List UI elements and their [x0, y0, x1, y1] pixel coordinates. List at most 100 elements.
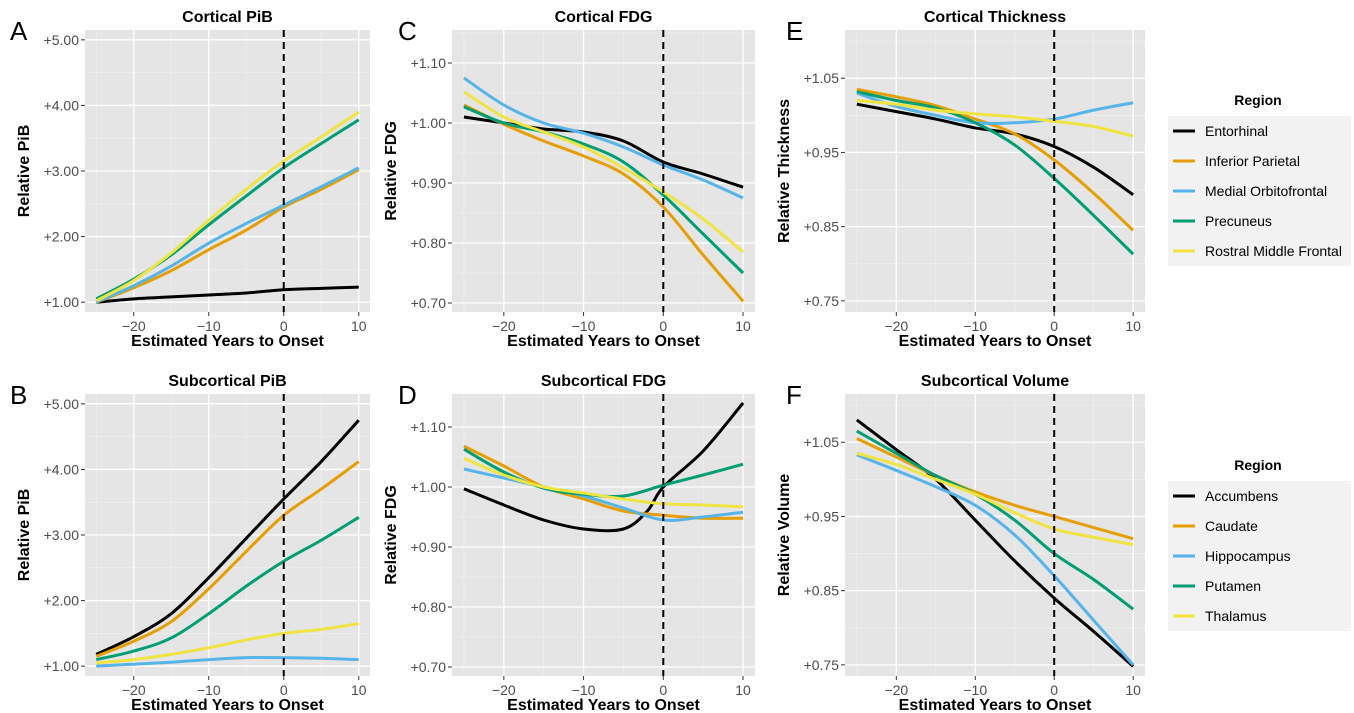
series-line-inferior-parietal — [856, 87, 1135, 232]
x-tick-label: −20 — [492, 318, 516, 334]
series-line-medial-orbitofrontal — [856, 91, 1134, 125]
series-line-inferior-parietal — [95, 168, 360, 304]
series-line-hippocampus — [856, 453, 1135, 666]
x-axis-label: Estimated Years to Onset — [507, 697, 700, 713]
y-tick-label: +0.95 — [804, 508, 840, 524]
panel-title: Subcortical PiB — [168, 373, 286, 390]
series-line-accumbens — [95, 419, 360, 656]
x-tick-label: 0 — [280, 318, 288, 334]
y-tick-label: +5.00 — [44, 396, 80, 412]
panel-letter: B — [10, 380, 27, 410]
x-tick-label: 0 — [1050, 682, 1058, 698]
x-axis-label: Estimated Years to Onset — [899, 333, 1092, 350]
x-tick-label: −20 — [884, 682, 908, 698]
y-tick-label: +3.00 — [44, 163, 80, 179]
x-tick-label: 0 — [659, 318, 667, 334]
panel-d: −20 −10 0 10 +0.70 +0.80 +0.90 +1.00 +1.10 Subcor… — [383, 373, 755, 713]
panel-title: Cortical FDG — [555, 9, 653, 26]
legend-item-label: Accumbens — [1205, 488, 1278, 504]
legend-background — [1168, 116, 1351, 266]
series-line-putamen — [856, 429, 1135, 611]
x-tick-label: 10 — [351, 682, 367, 698]
y-tick-label: +1.00 — [411, 115, 447, 131]
x-axis-label: Estimated Years to Onset — [507, 333, 700, 350]
panel-b: −20 −10 0 10 +1.00 +2.00 +3.00 +4.00 +5.00 Subcor… — [10, 373, 370, 713]
panel-e: −20 −10 0 10 +0.75 +0.85 +0.95 +1.05 Cortical Th… — [776, 9, 1145, 350]
x-axis-label: Estimated Years to Onset — [131, 333, 324, 350]
series-line-rostral-middle-frontal — [856, 99, 1134, 138]
legend-item-label: Inferior Parietal — [1205, 153, 1300, 169]
panel-a: −20 −10 0 10 +1.00 +2.00 +3.00 +4.00 +5.00 Cortic… — [10, 9, 370, 350]
y-tick-label: +2.00 — [44, 593, 80, 609]
y-axis-label: Relative FDG — [383, 485, 400, 585]
legend-item-label: Putamen — [1205, 578, 1261, 594]
x-axis-label: Estimated Years to Onset — [899, 697, 1092, 713]
y-tick-label: +1.00 — [44, 658, 80, 674]
x-tick-label: −10 — [572, 682, 596, 698]
y-axis-label: Relative Volume — [776, 474, 793, 597]
panel-title: Subcortical FDG — [541, 373, 666, 390]
panel-letter: A — [10, 16, 28, 46]
panel-letter: F — [786, 380, 802, 410]
x-tick-label: 10 — [1125, 682, 1141, 698]
y-tick-label: +4.00 — [44, 97, 80, 113]
series-line-inferior-parietal — [463, 103, 745, 303]
y-tick-label: +0.90 — [411, 539, 447, 555]
plot-background — [845, 30, 1145, 312]
y-tick-label: +0.85 — [804, 583, 840, 599]
series-line-entorhinal — [856, 102, 1135, 196]
series-line-rostral-middle-frontal — [463, 90, 744, 254]
y-tick-label: +5.00 — [44, 32, 80, 48]
y-axis-label: Relative PiB — [16, 125, 33, 217]
legend-item-label: Medial Orbitofrontal — [1205, 183, 1327, 199]
plot-background — [452, 394, 755, 676]
x-tick-label: −10 — [197, 682, 221, 698]
series-line-caudate — [856, 437, 1134, 541]
y-tick-label: +0.75 — [804, 657, 840, 673]
x-tick-label: −20 — [492, 682, 516, 698]
series-line-thalamus — [463, 456, 744, 509]
legend-item-label: Precuneus — [1205, 213, 1272, 229]
x-tick-label: −20 — [122, 318, 146, 334]
y-tick-label: +0.90 — [411, 175, 447, 191]
legend-title: Region — [1234, 92, 1281, 108]
x-tick-label: −10 — [572, 318, 596, 334]
series-line-hippocampus — [463, 467, 744, 522]
y-tick-label: +3.00 — [44, 527, 80, 543]
panel-f: −20 −10 0 10 +0.75 +0.85 +0.95 +1.05 Subcortical… — [776, 373, 1145, 713]
panel-title: Cortical Thickness — [924, 9, 1066, 26]
x-tick-label: −10 — [963, 682, 987, 698]
x-axis-label: Estimated Years to Onset — [131, 697, 324, 713]
legend-item-label: Rostral Middle Frontal — [1205, 243, 1342, 259]
panel-title: Subcortical Volume — [921, 373, 1069, 390]
y-axis-label: Relative PiB — [16, 489, 33, 581]
y-tick-label: +0.70 — [411, 295, 447, 311]
y-tick-label: +1.05 — [804, 70, 840, 86]
series-line-precuneus — [463, 105, 745, 275]
y-tick-label: +4.00 — [44, 461, 80, 477]
panel-title: Cortical PiB — [182, 9, 273, 26]
y-tick-label: +0.80 — [411, 599, 447, 615]
y-tick-label: +1.00 — [44, 294, 80, 310]
legend-cortical: Region Entorhinal Inferior Parietal Medial … — [1168, 92, 1351, 266]
series-line-hippocampus — [96, 655, 359, 668]
panel-letter: E — [786, 16, 803, 46]
panel-c: −20 −10 0 10 +0.70 +0.80 +0.90 +1.00 +1.10 Cortic… — [383, 9, 755, 350]
legend-subcortical: Region Accumbens Caudate Hippocampus Putamen… — [1168, 457, 1351, 631]
series-line-medial-orbitofrontal — [463, 76, 744, 200]
plot-background — [845, 394, 1145, 676]
legend-item-label: Entorhinal — [1205, 123, 1268, 139]
x-tick-label: 10 — [351, 318, 367, 334]
legend-item-label: Caudate — [1205, 518, 1258, 534]
x-tick-label: 0 — [659, 682, 667, 698]
legend-background — [1168, 481, 1351, 631]
y-tick-label: +0.80 — [411, 235, 447, 251]
panel-letter: D — [398, 380, 417, 410]
x-tick-label: 10 — [735, 682, 751, 698]
series-line-accumbens — [463, 402, 745, 533]
y-tick-label: +2.00 — [44, 229, 80, 245]
series-line-precuneus — [856, 90, 1135, 256]
x-tick-label: 0 — [1050, 318, 1058, 334]
y-tick-label: +1.05 — [804, 434, 840, 450]
